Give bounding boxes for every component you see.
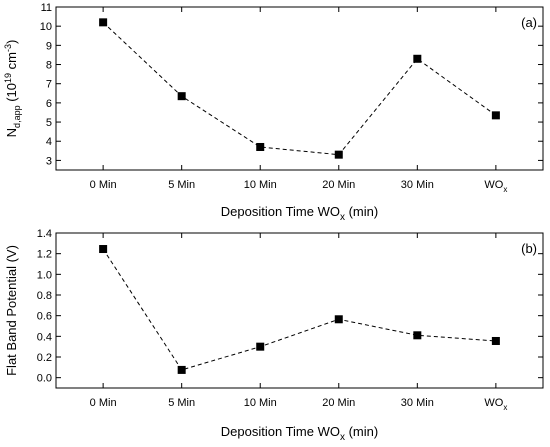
data-point bbox=[177, 365, 186, 374]
series-line bbox=[102, 21, 497, 156]
y-tick-label: 0.2 bbox=[37, 352, 52, 364]
data-point bbox=[256, 342, 265, 351]
x-tick-label: 10 Min bbox=[244, 179, 277, 191]
y-tick-label: 6 bbox=[46, 98, 52, 110]
y-tick-label: 3 bbox=[46, 155, 52, 167]
y-tick-label: 1.2 bbox=[37, 249, 52, 261]
panel-b: 0.0 0.2 0.4 0.6 0.8 1.0 1.2 1.4 0 Min 5 Min 10 Min… bbox=[4, 228, 544, 443]
y-tick-label: 0.8 bbox=[37, 290, 52, 302]
x-tick-label: 20 Min bbox=[322, 397, 355, 409]
data-point bbox=[256, 142, 265, 151]
data-point bbox=[491, 336, 500, 345]
y-axis-title: Nd,app (1019 cm-3) bbox=[3, 40, 22, 138]
x-tick-label: 30 Min bbox=[401, 397, 434, 409]
series-line bbox=[102, 248, 496, 371]
data-point bbox=[99, 245, 108, 254]
y-tick-label: 1.0 bbox=[37, 269, 52, 281]
y-tick-label: 4 bbox=[46, 136, 52, 148]
x-tick-label: 30 Min bbox=[401, 179, 434, 191]
x-tick-label: WOx bbox=[484, 179, 507, 194]
x-tick-label: 10 Min bbox=[244, 397, 277, 409]
data-point bbox=[177, 92, 186, 101]
y-tick-label: 9 bbox=[46, 40, 52, 52]
x-tick-label: 0 Min bbox=[90, 179, 117, 191]
x-axis-title: Deposition Time WOx (min) bbox=[221, 204, 378, 223]
panel-a: 3 4 5 6 7 8 9 10 11 0 Min 5 Min 10 Min 20 Min 30 Min W… bbox=[3, 2, 544, 223]
x-tick-label: WOx bbox=[484, 397, 507, 412]
x-tick-label: 20 Min bbox=[322, 179, 355, 191]
x-tick-label: 5 Min bbox=[168, 179, 195, 191]
data-point bbox=[413, 54, 422, 63]
y-tick-label: 8 bbox=[46, 60, 52, 72]
data-point bbox=[334, 315, 343, 324]
plot-frame bbox=[55, 6, 544, 171]
panel-label: (a) bbox=[521, 15, 537, 30]
x-tick-label: 0 Min bbox=[90, 397, 117, 409]
data-point bbox=[413, 331, 422, 340]
data-point bbox=[99, 18, 108, 27]
y-axis-title: Flat Band Potential (V) bbox=[4, 245, 19, 376]
plot-frame bbox=[55, 232, 544, 389]
y-tick-label: 7 bbox=[46, 79, 52, 91]
y-tick-label: 1.4 bbox=[37, 228, 52, 240]
y-tick-label: 0.4 bbox=[37, 331, 52, 343]
data-point bbox=[491, 111, 500, 120]
data-point bbox=[334, 150, 343, 159]
x-axis-title: Deposition Time WOx (min) bbox=[221, 424, 378, 443]
x-tick-label: 5 Min bbox=[168, 397, 195, 409]
y-tick-label: 0.6 bbox=[37, 311, 52, 323]
y-tick-label: 5 bbox=[46, 117, 52, 129]
y-tick-label: 11 bbox=[41, 2, 52, 14]
y-tick-label: 0.0 bbox=[37, 373, 52, 385]
y-tick-label: 10 bbox=[40, 21, 52, 33]
panel-label: (b) bbox=[521, 241, 537, 256]
